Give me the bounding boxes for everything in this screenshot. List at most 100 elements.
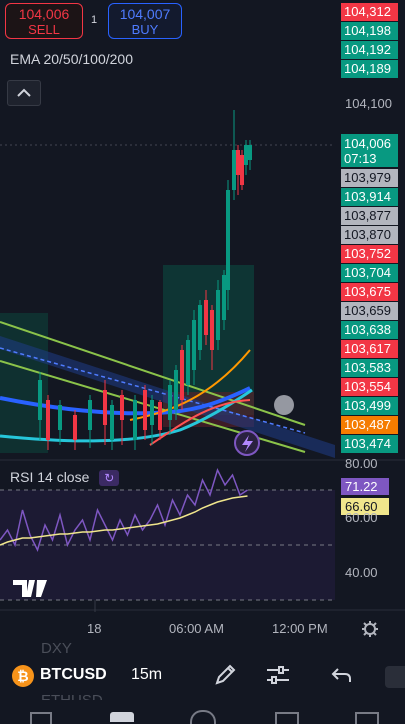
candle-body <box>244 145 248 165</box>
candle-body <box>120 395 124 420</box>
candle-body <box>232 150 236 190</box>
explore-icon[interactable] <box>190 710 216 724</box>
drawing-tools-button[interactable] <box>213 663 237 692</box>
bitcoin-icon: ₿ <box>12 665 34 687</box>
candle-body <box>133 400 137 440</box>
refresh-icon[interactable]: ↻ <box>99 470 120 487</box>
long-position-profit-zone <box>163 265 254 415</box>
sell-button[interactable]: 104,006 SELL <box>5 3 83 39</box>
candle-body <box>222 275 226 320</box>
interval-selector[interactable]: 15m <box>131 666 163 683</box>
price-level-tag: 103,979 <box>341 169 398 187</box>
candle-body <box>168 385 172 420</box>
price-level-tag: 103,554 <box>341 378 398 396</box>
candle-body <box>198 305 202 350</box>
price-level-tag: 103,583 <box>341 359 398 377</box>
ideas-icon[interactable] <box>275 712 299 724</box>
symbol-list-prev: DXY <box>41 640 72 657</box>
price-level-tag: 103,487 <box>341 416 398 434</box>
candle-body <box>110 405 114 440</box>
current-price: 104,006 <box>344 136 391 151</box>
candle-body <box>174 370 178 410</box>
price-level-tag: 103,675 <box>341 283 398 301</box>
trend-line-upper <box>0 321 306 426</box>
time-label-day: 18 <box>87 621 102 636</box>
price-level-tag: 103,638 <box>341 321 398 339</box>
candle-body <box>158 402 162 430</box>
rsi-line <box>0 467 248 553</box>
sliders-icon <box>267 666 289 684</box>
lightning-glyph <box>242 435 253 452</box>
trend-line-mid <box>0 347 306 434</box>
price-level-tag: 103,474 <box>341 435 398 453</box>
price-level-tag: 104,312 <box>341 3 398 21</box>
symbol-selector[interactable]: BTCUSD <box>40 666 107 683</box>
price-level-tag: 103,617 <box>341 340 398 358</box>
price-level-tag: 104,192 <box>341 41 398 59</box>
time-label-morning: 06:00 AM <box>169 621 224 636</box>
menu-icon[interactable] <box>355 712 379 724</box>
candle-body <box>46 400 50 440</box>
rsi-ma-tag: 66.60 <box>341 498 389 515</box>
candle-body <box>88 400 92 430</box>
bottom-nav <box>0 700 405 724</box>
candle-body <box>248 145 252 160</box>
candle-body <box>186 340 190 385</box>
spread-value: 1 <box>91 14 98 26</box>
candle-body <box>226 190 230 290</box>
price-level-tag: 104,198 <box>341 22 398 40</box>
buy-button[interactable]: 104,007 BUY <box>108 3 182 39</box>
price-level-tag: 103,870 <box>341 226 398 244</box>
undo-icon <box>331 668 351 682</box>
candle-body <box>204 300 208 335</box>
current-price-tag: 104,006 07:13 <box>341 134 398 167</box>
gear-icon <box>362 621 378 637</box>
rsi-axis-60: 60.00 <box>345 510 378 525</box>
rsi-title: RSI 14 close <box>10 469 90 485</box>
price-level-tag: 103,914 <box>341 188 398 206</box>
candle-body <box>58 405 62 430</box>
rsi-value-tag: 71.22 <box>341 478 389 495</box>
rsi-axis-80: 80.00 <box>345 456 378 471</box>
price-level-tag: 103,499 <box>341 397 398 415</box>
sell-label: SELL <box>28 22 60 37</box>
buy-price: 104,007 <box>119 6 171 22</box>
candle-body <box>73 415 77 440</box>
candle-body <box>103 390 107 425</box>
price-level-tag: 103,752 <box>341 245 398 263</box>
more-tools-button[interactable] <box>385 666 405 688</box>
chart-tab-icon[interactable] <box>110 712 134 722</box>
price-level-tag: 103,877 <box>341 207 398 225</box>
tradingview-logo <box>13 580 47 597</box>
price-grid-label: 104,100 <box>345 96 392 111</box>
chart-canvas[interactable] <box>0 0 405 650</box>
collapse-legend-button[interactable] <box>7 80 41 106</box>
indicator-legend[interactable]: EMA 20/50/100/200 <box>10 51 133 67</box>
trend-channel-fill <box>0 336 335 458</box>
sell-price: 104,006 <box>18 6 70 22</box>
candle-body <box>210 310 214 350</box>
price-level-tag: 103,704 <box>341 264 398 282</box>
candle-body <box>240 155 244 185</box>
rsi-band <box>0 490 335 600</box>
chevron-up-icon <box>17 88 31 97</box>
candle-body <box>150 400 154 425</box>
candle-body <box>143 390 147 430</box>
price-level-tag: 103,659 <box>341 302 398 320</box>
buy-label: BUY <box>131 22 159 37</box>
bottom-toolbar <box>0 652 405 700</box>
bar-countdown: 07:13 <box>344 151 377 166</box>
drawing-handle[interactable] <box>274 395 294 415</box>
indicators-button[interactable] <box>265 663 291 692</box>
rsi-axis-40: 40.00 <box>345 565 378 580</box>
candle-body <box>236 150 240 175</box>
candle-body <box>38 380 42 420</box>
chart-settings-button[interactable] <box>361 620 379 643</box>
undo-button[interactable] <box>331 665 353 690</box>
rsi-legend[interactable]: RSI 14 close ↻ <box>10 469 120 487</box>
candlestick-series <box>38 110 252 450</box>
pencil-icon <box>215 664 236 685</box>
watchlist-icon[interactable] <box>30 712 52 724</box>
candle-body <box>180 350 184 400</box>
candle-body <box>192 320 196 370</box>
